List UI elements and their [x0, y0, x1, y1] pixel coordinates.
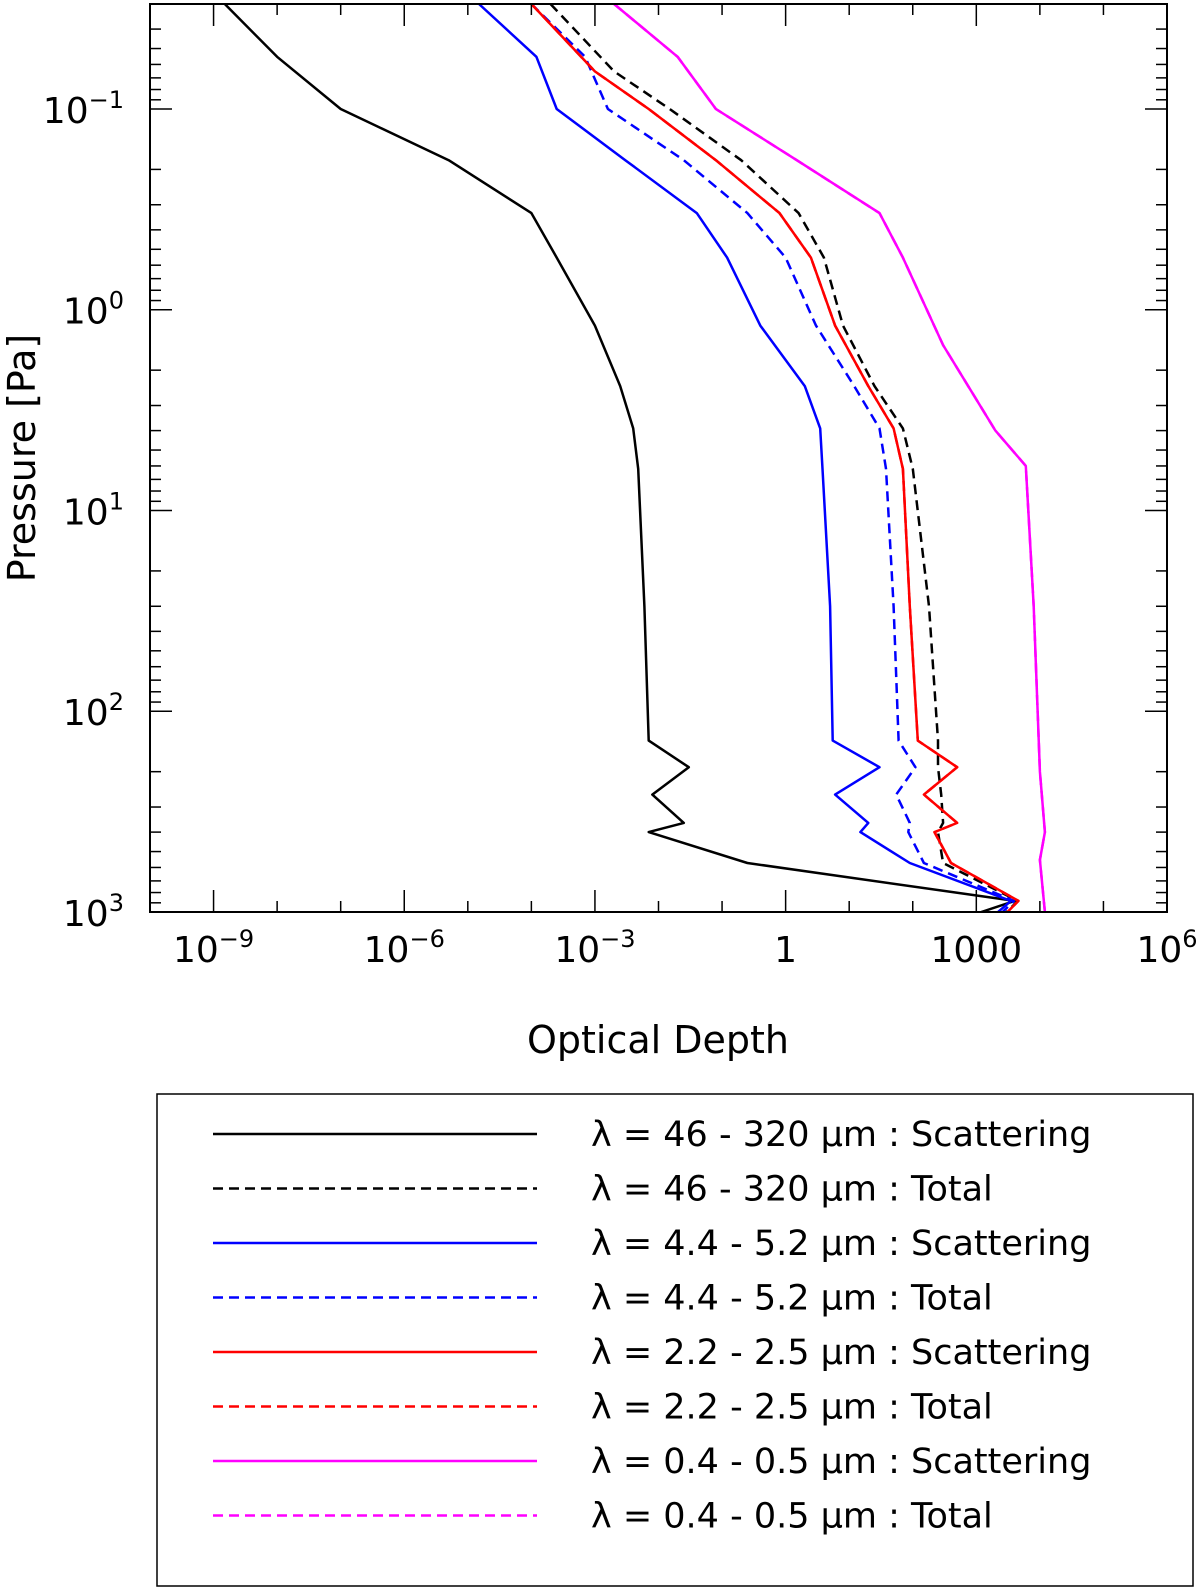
series-line-2 [549, 4, 1020, 912]
legend: λ = 46 - 320 μm : Scattering λ = 46 - 320… [213, 1115, 1091, 1537]
series-line-8 [613, 4, 1047, 912]
y-tick-labels: 10−1 100 101 102 103 [43, 86, 124, 935]
y-tick-label: 10−1 [43, 86, 124, 132]
legend-label-1: λ = 46 - 320 μm : Scattering [591, 1115, 1091, 1155]
plot-frame [149, 3, 1168, 913]
legend-label-8: λ = 0.4 - 0.5 μm : Total [591, 1497, 993, 1537]
series-line-4 [530, 4, 1016, 912]
y-tick-label: 102 [63, 688, 124, 734]
series-layer [223, 4, 1047, 912]
series-line-6 [530, 4, 1020, 912]
legend-label-7: λ = 0.4 - 0.5 μm : Scattering [591, 1442, 1091, 1482]
legend-label-5: λ = 2.2 - 2.5 μm : Scattering [591, 1333, 1091, 1373]
legend-box [156, 1093, 1194, 1587]
y-tick-label: 100 [63, 287, 124, 333]
x-tick-label: 10−6 [364, 925, 445, 971]
legend-label-6: λ = 2.2 - 2.5 μm : Total [591, 1388, 993, 1428]
y-tick-label: 103 [63, 889, 124, 935]
y-axis-title: Pressure [Pa] [0, 334, 44, 582]
legend-label-4: λ = 4.4 - 5.2 μm : Total [591, 1279, 993, 1319]
x-axis-title: Optical Depth [527, 1018, 789, 1062]
y-tick-label: 101 [63, 487, 124, 533]
x-tick-label: 1000 [931, 930, 1023, 971]
axis-ticks [149, 3, 1168, 913]
series-line-1 [223, 4, 1016, 912]
x-tick-label: 106 [1136, 925, 1197, 971]
series-line-3 [478, 4, 1013, 912]
x-tick-label: 10−9 [173, 925, 254, 971]
x-tick-label: 1 [774, 930, 797, 971]
legend-label-2: λ = 46 - 320 μm : Total [591, 1170, 993, 1210]
x-tick-label: 10−3 [554, 925, 635, 971]
x-tick-labels: 10−9 10−6 10−3 1 1000 106 [173, 925, 1198, 971]
legend-label-3: λ = 4.4 - 5.2 μm : Scattering [591, 1224, 1091, 1264]
